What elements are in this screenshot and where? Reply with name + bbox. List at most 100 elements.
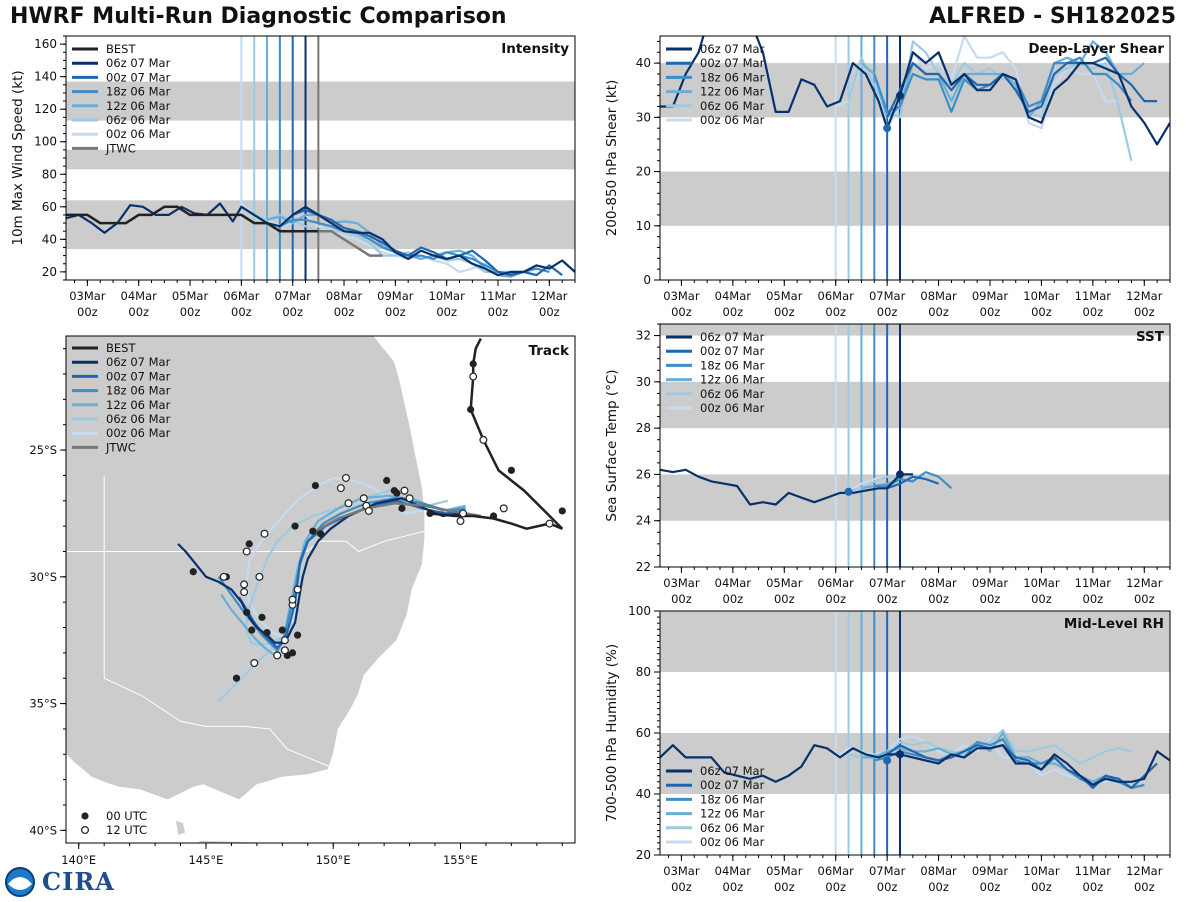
track-marker-12utc xyxy=(240,588,249,597)
threshold-band xyxy=(660,733,1170,794)
x-tick-label: 00z xyxy=(180,305,201,319)
x-tick-label: 140°E xyxy=(61,853,96,867)
x-tick-label: 11Mar xyxy=(1075,576,1112,590)
y-tick-label: 60 xyxy=(636,726,651,740)
panel-title: Intensity xyxy=(501,41,569,57)
x-tick-label: 00z xyxy=(671,592,692,606)
figure-title: HWRF Multi-Run Diagnostic Comparison xyxy=(10,4,507,29)
x-tick-label: 00z xyxy=(1083,592,1104,606)
x-tick-label: 00z xyxy=(825,305,846,319)
panel-title: SST xyxy=(1136,329,1165,345)
y-tick-label: 30 xyxy=(636,110,651,124)
y-tick-label: 140 xyxy=(34,70,57,84)
track-marker-00utc xyxy=(232,674,241,682)
track-marker-12utc xyxy=(341,473,350,482)
y-tick-label: 35°S xyxy=(29,697,57,711)
x-tick-label: 00z xyxy=(1031,592,1052,606)
y-tick-label: 120 xyxy=(34,102,57,116)
legend-label: BEST xyxy=(106,42,136,56)
track-marker-00utc xyxy=(258,613,266,621)
track-marker-12utc xyxy=(479,435,488,444)
x-tick-label: 155°E xyxy=(443,853,478,867)
legend-label: 18z 06 Mar xyxy=(700,792,765,806)
sst-frame xyxy=(659,323,1171,568)
legend-marker-filled xyxy=(81,812,89,820)
legend-label: 06z 06 Mar xyxy=(106,412,171,426)
x-tick-label: 00z xyxy=(980,305,1001,319)
x-tick-label: 11Mar xyxy=(1075,289,1112,303)
track-line xyxy=(220,494,466,657)
panel-title: Mid-Level RH xyxy=(1064,616,1164,632)
legend-label: JTWC xyxy=(105,141,136,155)
x-tick-label: 00z xyxy=(774,305,795,319)
legend-label: 06z 07 Mar xyxy=(106,355,171,369)
legend-label: 00z 06 Mar xyxy=(700,401,765,415)
x-tick-label: 00z xyxy=(825,592,846,606)
threshold-band xyxy=(660,63,1170,118)
x-tick-label: 00z xyxy=(231,305,252,319)
track-marker-00utc xyxy=(469,360,477,368)
x-tick-label: 03Mar xyxy=(663,576,700,590)
x-tick-label: 00z xyxy=(928,880,949,894)
legend-label: 06z 07 Mar xyxy=(700,764,765,778)
x-tick-label: 07Mar xyxy=(869,289,906,303)
x-tick-label: 07Mar xyxy=(275,289,312,303)
init-marker xyxy=(896,470,904,479)
panel-sst: 22 24 26 28 30 32 03Mar 00z 04Mar 00z 05Mar 00z 06Ma… xyxy=(604,323,1171,606)
track-marker-00utc xyxy=(278,626,286,634)
x-tick-label: 00z xyxy=(671,880,692,894)
x-tick-label: 00z xyxy=(774,880,795,894)
track-marker-00utc xyxy=(243,608,251,616)
jtwc-line xyxy=(318,229,383,257)
legend-label: 00z 07 Mar xyxy=(106,70,171,84)
x-tick-label: 12Mar xyxy=(1126,864,1163,878)
legend-label: 12z 06 Mar xyxy=(700,373,765,387)
x-tick-label: 12Mar xyxy=(1126,289,1163,303)
track-marker-00utc xyxy=(311,481,320,490)
x-tick-label: 03Mar xyxy=(663,864,700,878)
x-tick-label: 00z xyxy=(1031,880,1052,894)
init-marker xyxy=(883,124,892,133)
series-line xyxy=(660,468,913,506)
track-marker-12utc xyxy=(219,572,228,581)
x-tick-label: 04Mar xyxy=(715,576,752,590)
track-marker-00utc xyxy=(558,507,566,515)
init-marker xyxy=(844,487,853,496)
track-marker-00utc xyxy=(467,405,475,414)
y-tick-label: 160 xyxy=(34,37,57,51)
panel-intensity: 20 40 60 80 100 120 140 160 03Mar 00z 04Mar 00z 05Ma… xyxy=(10,35,576,319)
track-marker-00utc xyxy=(309,527,317,535)
track-marker-00utc xyxy=(248,626,256,634)
y-tick-label: 28 xyxy=(636,421,651,435)
x-tick-label: 09Mar xyxy=(377,289,414,303)
best-track-line xyxy=(429,337,564,530)
series-line xyxy=(253,213,524,273)
y-tick-label: 80 xyxy=(636,665,651,679)
best-track-line xyxy=(66,205,319,233)
shear-plot-area xyxy=(660,36,1170,280)
state-border xyxy=(66,530,425,553)
x-tick-label: 12Mar xyxy=(1126,576,1163,590)
legend-label: 12z 06 Mar xyxy=(700,85,765,99)
panel-rh: 20 40 60 80 100 03Mar 00z 04Mar 00z 05Mar 00z 06Mar… xyxy=(604,604,1171,894)
track-marker-00utc xyxy=(489,512,498,520)
threshold-band xyxy=(660,381,1170,429)
panel-shear: 0 10 20 30 40 03Mar 00z 04Mar 00z 05Mar 00z 06Mar 00… xyxy=(604,35,1171,319)
x-tick-label: 145°E xyxy=(188,853,223,867)
series-line xyxy=(886,475,939,490)
legend-label: JTWC xyxy=(105,440,136,454)
logo-text: CIRA xyxy=(42,867,115,896)
track-marker-00utc xyxy=(507,466,515,474)
x-tick-label: 11Mar xyxy=(480,289,517,303)
x-tick-label: 00z xyxy=(671,305,692,319)
threshold-band xyxy=(660,171,1170,226)
legend-marker-open xyxy=(80,825,89,834)
y-axis-label: Sea Surface Temp (°C) xyxy=(604,369,620,521)
threshold-band xyxy=(66,149,575,170)
tasmania-landmass xyxy=(195,840,291,843)
init-marker xyxy=(896,750,904,759)
track-marker-12utc xyxy=(240,580,249,589)
